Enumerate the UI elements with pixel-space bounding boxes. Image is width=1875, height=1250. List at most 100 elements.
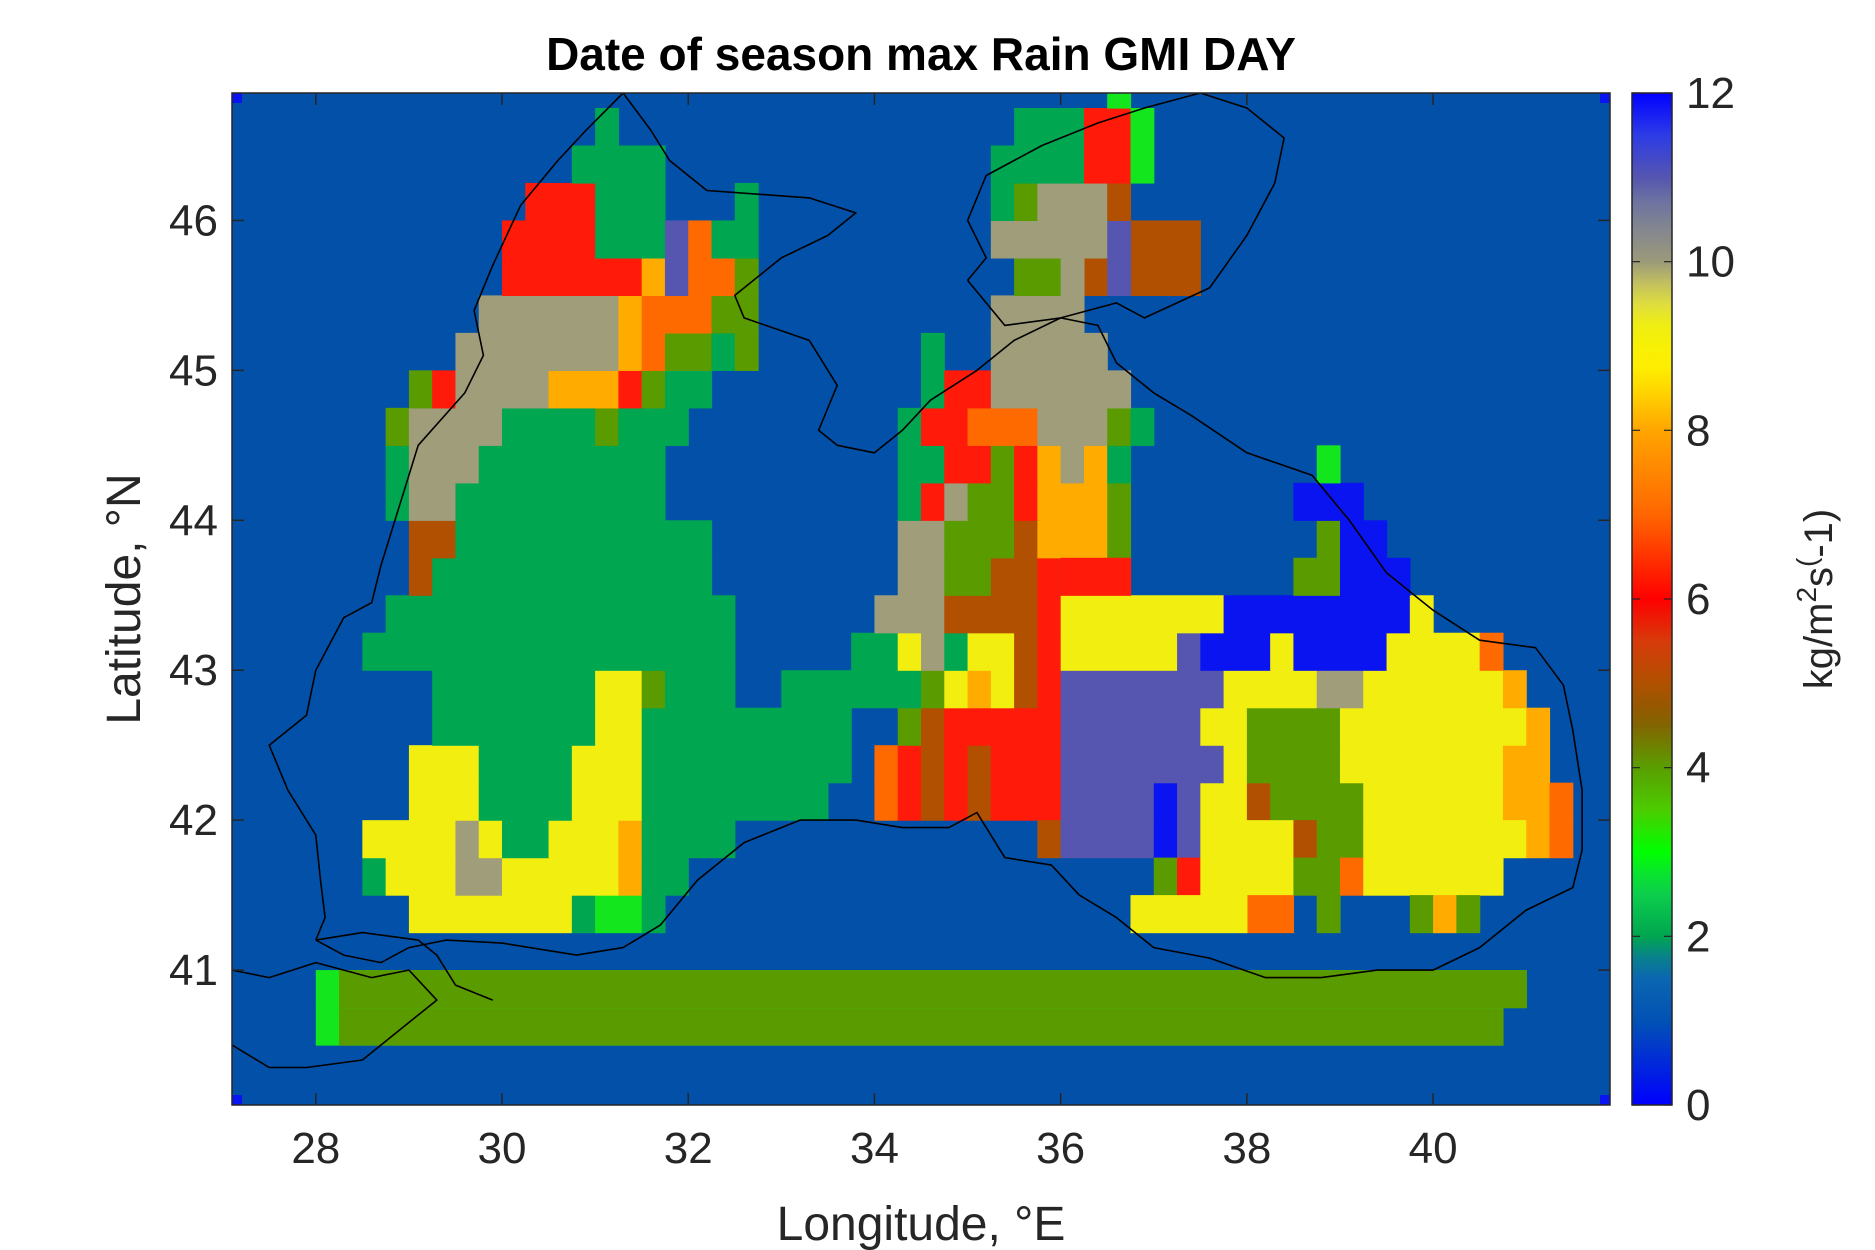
heatmap-cell — [1316, 895, 1341, 934]
heatmap-cell — [1316, 820, 1341, 859]
heatmap-cell — [921, 370, 945, 409]
heatmap-cell — [944, 632, 969, 671]
heatmap-cell — [734, 257, 759, 296]
heatmap-cell — [1409, 895, 1434, 934]
heatmap-cell — [1293, 782, 1318, 821]
heatmap-cell — [478, 745, 573, 784]
heatmap-cell — [595, 220, 666, 259]
coastline-segment — [966, 93, 1285, 327]
heatmap-cell — [339, 970, 1527, 1009]
heatmap-cell — [641, 782, 829, 821]
heatmap-cell — [944, 670, 969, 709]
heatmap-cell — [385, 857, 457, 896]
heatmap-cell — [711, 332, 736, 371]
heatmap-cell — [432, 670, 480, 709]
heatmap-cell — [1014, 107, 1085, 147]
heatmap-cell — [921, 407, 945, 446]
heatmap-cell — [897, 520, 922, 559]
heatmap-cell — [1526, 820, 1551, 859]
heatmap-cell — [1037, 632, 1062, 671]
heatmap-cell — [432, 557, 713, 596]
heatmap-cell — [990, 295, 1085, 334]
heatmap-cell — [362, 820, 457, 859]
heatmap-cell — [1316, 520, 1341, 559]
heatmap-cell — [595, 182, 666, 222]
heatmap-cell — [1060, 707, 1201, 746]
heatmap-cell — [1037, 520, 1085, 559]
heatmap-cell — [595, 107, 619, 147]
heatmap-cell — [967, 745, 992, 784]
heatmap-cell — [944, 482, 969, 521]
heatmap-cell — [1037, 670, 1062, 709]
heatmap-cell — [1293, 557, 1341, 596]
heatmap-cell — [408, 520, 457, 559]
heatmap-cell — [944, 557, 992, 596]
heatmap-cell — [1037, 745, 1062, 784]
heatmap-cell — [362, 632, 736, 671]
heatmap-cell — [1386, 632, 1481, 671]
heatmap-cell — [1107, 220, 1132, 259]
x-tick-label: 28 — [291, 1124, 340, 1173]
heatmap-cell — [1060, 257, 1085, 296]
heatmap-cell — [1270, 857, 1295, 896]
heatmap-cell — [990, 520, 1015, 559]
heatmap-cell — [944, 407, 969, 446]
heatmap-cell — [1153, 895, 1248, 934]
heatmap-cell — [1246, 745, 1341, 784]
heatmap-cell — [921, 520, 945, 559]
heatmap-cell — [1223, 782, 1248, 821]
heatmap-cell — [1107, 520, 1132, 559]
heatmap-cell — [595, 707, 643, 746]
heatmap-cell — [455, 820, 480, 859]
colorbar-tick-label: 4 — [1686, 744, 1710, 793]
y-tick-label: 41 — [169, 946, 218, 995]
x-tick-label: 38 — [1222, 1124, 1271, 1173]
heatmap-cell — [1060, 595, 1225, 634]
heatmap-cell — [921, 707, 945, 746]
heatmap-cell — [1177, 857, 1201, 896]
heatmap-cell — [1083, 257, 1201, 296]
x-tick-label: 36 — [1036, 1124, 1085, 1173]
heatmap-cell — [408, 370, 433, 409]
heatmap-cell — [432, 370, 457, 409]
heatmap-cell — [1363, 857, 1504, 896]
y-tick-label: 42 — [169, 796, 218, 845]
heatmap-cell — [478, 782, 573, 821]
heatmap-cell — [967, 482, 1015, 521]
heatmap-cell — [897, 707, 922, 746]
coastline-segment — [315, 93, 1583, 979]
heatmap-cell — [990, 370, 1132, 409]
heatmap-cell — [408, 557, 433, 596]
heatmap-cell — [874, 632, 899, 671]
heatmap-cell — [1526, 707, 1551, 746]
heatmap-cell — [1014, 482, 1038, 521]
heatmap-cell — [571, 145, 666, 184]
heatmap-cell — [1037, 782, 1062, 821]
heatmap-cell — [944, 445, 992, 484]
heatmap-cell — [1130, 895, 1155, 934]
heatmap-cell — [641, 670, 666, 709]
heatmap-cell — [1339, 745, 1504, 784]
heatmap-cell — [967, 670, 992, 709]
heatmap-cell — [944, 520, 992, 559]
heatmap-cell — [1037, 182, 1108, 222]
heatmap-cell — [1060, 632, 1178, 671]
heatmap-cell — [1339, 782, 1364, 821]
heatmap-cell — [734, 182, 759, 222]
y-tick-label: 43 — [169, 646, 218, 695]
colorbar-label: kg/m2s(-1) — [1791, 509, 1841, 689]
heatmap-cell — [944, 595, 1038, 634]
heatmap-cell — [688, 220, 713, 259]
coastline-segment — [315, 931, 493, 1001]
heatmap-cell — [1246, 707, 1341, 746]
heatmap-cell — [1339, 820, 1364, 859]
heatmap-cell — [897, 632, 922, 671]
heatmap-cell — [874, 782, 899, 821]
heatmap-cell — [944, 707, 1062, 746]
heatmap-cell — [1339, 557, 1411, 596]
y-axis-ticks: 41 42 43 44 45 46 — [169, 196, 1610, 995]
heatmap-cell — [1177, 632, 1201, 671]
heatmap-cell — [595, 670, 643, 709]
heatmap-cell — [1153, 820, 1178, 859]
